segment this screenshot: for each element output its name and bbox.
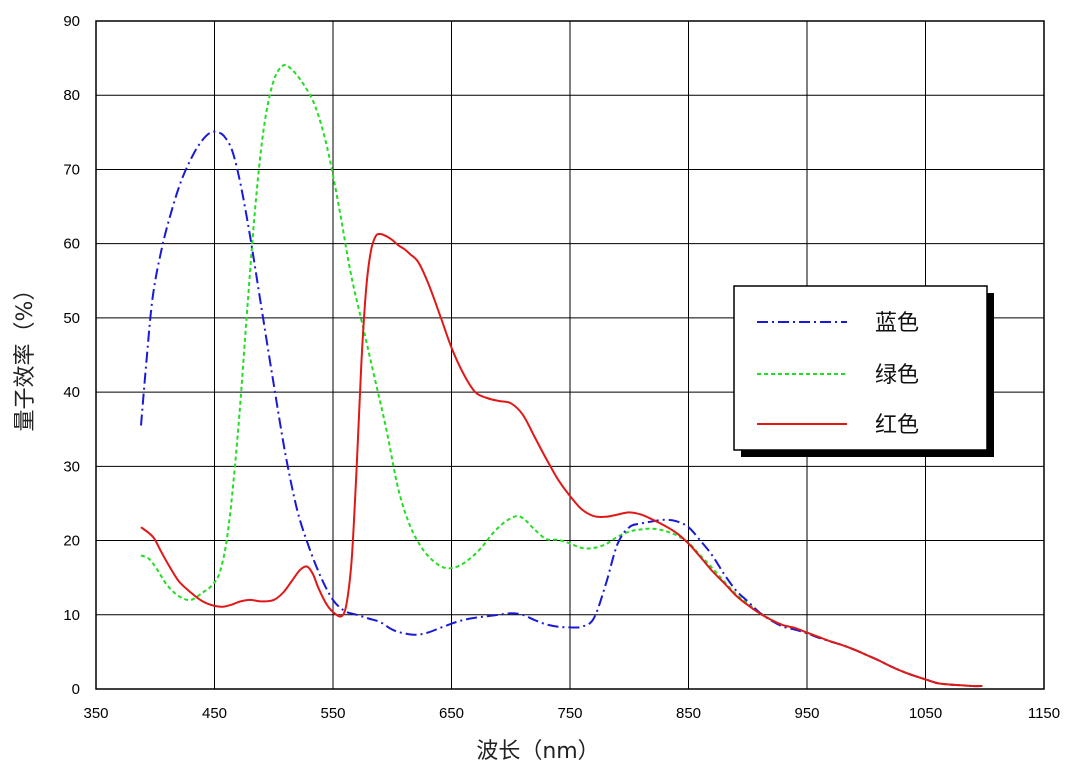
y-tick-label: 30 [63,458,80,475]
series-line-2 [140,232,983,688]
y-axis-title: 量子效率（%） [13,279,38,432]
x-tick-label: 950 [794,705,819,722]
x-tick-label: 450 [202,705,227,722]
y-tick-label: 40 [63,384,80,401]
y-tick-label: 10 [63,607,80,624]
y-tick-label: 0 [72,681,80,698]
x-tick-label: 1150 [1028,705,1060,722]
x-tick-label: 650 [439,705,464,722]
x-tick-label: 750 [557,705,582,722]
x-axis-title: 波长（nm） [476,739,599,764]
legend-label: 红色 [875,413,919,438]
y-tick-label: 50 [63,310,80,327]
y-tick-label: 80 [63,87,80,104]
y-tick-label: 20 [63,533,80,550]
legend-label: 蓝色 [875,311,919,336]
series-lines [140,63,983,688]
x-tick-label: 850 [676,705,701,722]
tick-labels: 350 450 550 650 750 850 950 1050 1150 0 10 20 30 40 50… [63,13,1060,722]
legend-box [733,285,988,451]
x-tick-label: 550 [320,705,345,722]
legend-label: 绿色 [875,363,919,388]
x-tick-label: 1050 [909,705,942,722]
y-tick-label: 60 [63,236,80,253]
plot-frame [95,20,1045,690]
y-tick-label: 70 [63,161,80,178]
y-tick-label: 90 [63,13,80,30]
x-tick-label: 350 [83,705,108,722]
